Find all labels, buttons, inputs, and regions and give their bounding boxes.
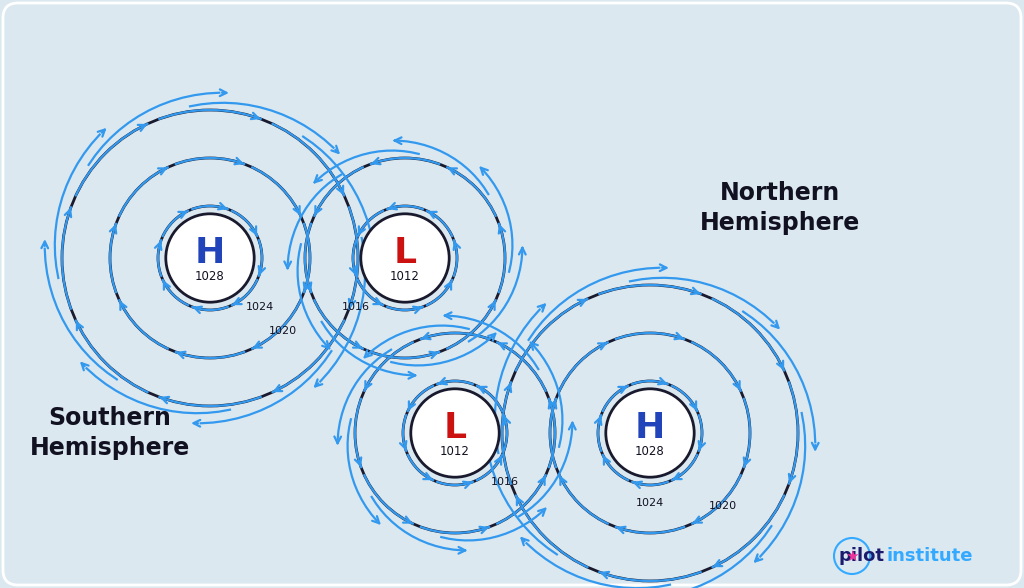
- FancyBboxPatch shape: [3, 3, 1021, 585]
- Text: ★: ★: [845, 549, 859, 563]
- Text: 1012: 1012: [390, 270, 420, 283]
- Text: 1012: 1012: [440, 445, 470, 458]
- Text: 1024: 1024: [246, 302, 273, 312]
- Text: H: H: [635, 410, 666, 445]
- Text: 1016: 1016: [341, 302, 370, 312]
- Text: 1028: 1028: [635, 445, 665, 458]
- Text: 1020: 1020: [710, 501, 737, 511]
- Text: pilot: pilot: [839, 547, 885, 565]
- Text: Southern
Hemisphere: Southern Hemisphere: [30, 406, 190, 460]
- Circle shape: [166, 214, 254, 302]
- Text: H: H: [195, 236, 225, 270]
- Text: institute: institute: [887, 547, 974, 565]
- Text: 1016: 1016: [490, 477, 518, 487]
- Circle shape: [360, 214, 450, 302]
- Text: L: L: [393, 236, 417, 270]
- Text: 1020: 1020: [269, 326, 297, 336]
- Circle shape: [411, 389, 500, 477]
- Circle shape: [606, 389, 694, 477]
- Text: 1024: 1024: [636, 498, 665, 508]
- Text: 1028: 1028: [196, 270, 225, 283]
- Text: Northern
Hemisphere: Northern Hemisphere: [699, 181, 860, 235]
- Text: L: L: [443, 410, 467, 445]
